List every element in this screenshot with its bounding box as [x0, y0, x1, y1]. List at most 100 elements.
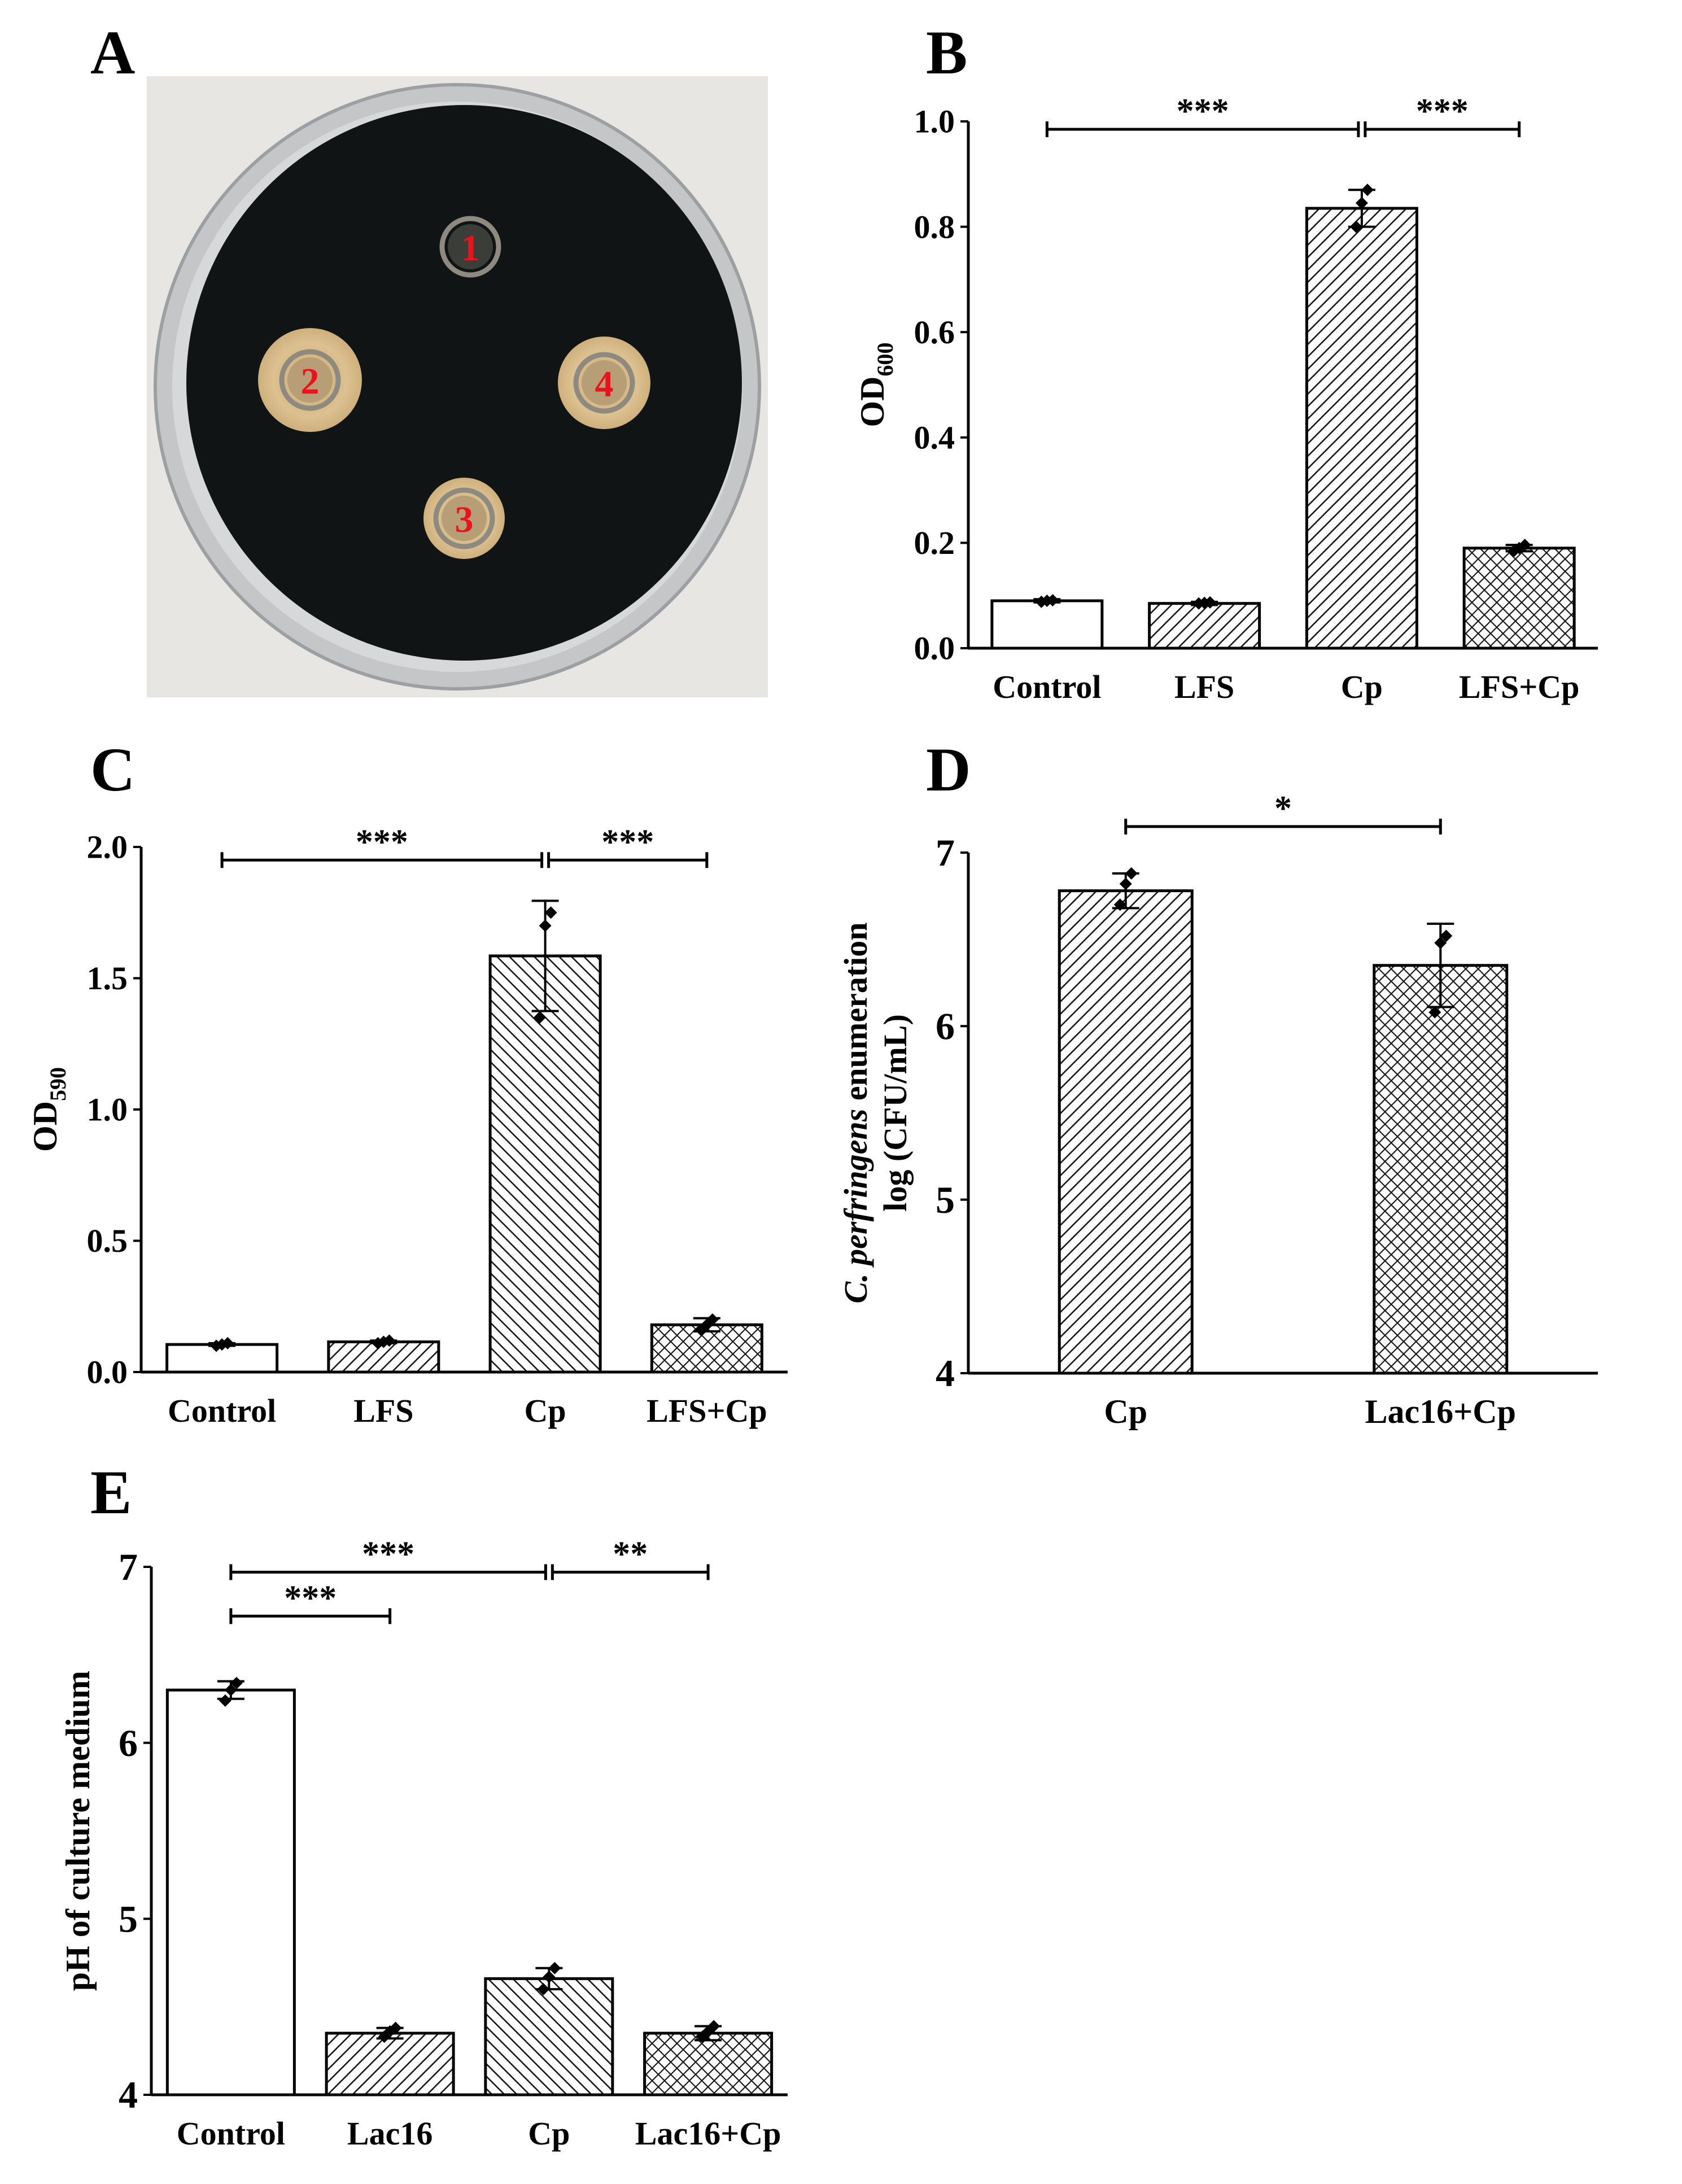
panel-letter-c: C — [90, 735, 135, 804]
y-tick-label-d-1: 5 — [936, 1178, 955, 1221]
panel-letter-d: D — [926, 735, 971, 804]
chart-d: 4 5 6 7 Cp Lac16+Cp * C. perfringens enumeratio… — [837, 789, 1598, 1430]
data-point-b-3-2 — [1518, 539, 1531, 552]
well-label-2: 2 — [301, 361, 320, 402]
data-point-c-1-2 — [383, 1334, 396, 1347]
y-axis-title-b: OD600 — [854, 343, 898, 427]
data-point-d-1-0 — [1428, 1006, 1441, 1019]
y-tick-label-c-4: 2.0 — [87, 829, 128, 866]
data-point-e-0-1 — [224, 1684, 237, 1697]
y-axis-title-main-e: pH of culture medium — [59, 1671, 97, 1991]
data-point-e-3-2 — [707, 2020, 720, 2033]
y-axis-title-sub-b: 600 — [872, 343, 898, 377]
bar-b-1 — [1148, 602, 1261, 650]
bar-e-3 — [643, 2032, 774, 2096]
petri-dish-photo: 1 2 3 4 — [147, 76, 768, 697]
y-tick-label-b-2: 0.4 — [914, 420, 955, 456]
y-tick-label-b-0: 0.0 — [914, 630, 955, 667]
well-label-1: 1 — [461, 228, 480, 269]
panel-letter-a: A — [90, 18, 135, 87]
x-tick-label-c-2: Cp — [525, 1392, 566, 1429]
sig-label-d-0: * — [1274, 789, 1292, 828]
x-tick-label-d-0: Cp — [1104, 1393, 1147, 1430]
data-point-b-2-0 — [1349, 220, 1362, 233]
y-tick-label-b-1: 0.2 — [914, 525, 955, 561]
data-point-c-0-2 — [221, 1336, 234, 1349]
panel-letter-e: E — [90, 1458, 132, 1527]
y-tick-label-c-3: 1.5 — [87, 960, 128, 997]
y-tick-label-b-5: 1.0 — [914, 103, 955, 140]
y-tick-label-e-1: 5 — [119, 1897, 138, 1940]
y-tick-label-d-2: 6 — [936, 1004, 955, 1047]
x-tick-label-e-3: Lac16+Cp — [635, 2115, 781, 2152]
y-tick-label-b-4: 0.8 — [914, 208, 955, 245]
y-tick-label-e-3: 7 — [119, 1545, 138, 1588]
data-point-e-1-2 — [389, 2021, 402, 2034]
y-tick-label-b-3: 0.6 — [914, 314, 955, 351]
data-point-b-2-1 — [1355, 196, 1368, 209]
well-label-3: 3 — [455, 499, 474, 540]
y-axis-title-italic-d: C. perfringens — [837, 1109, 874, 1304]
sig-label-e-1: ** — [613, 1535, 648, 1573]
bar-b-2 — [1305, 207, 1418, 650]
bar-e-0 — [165, 1688, 296, 2096]
data-point-e-0-2 — [230, 1676, 243, 1689]
y-tick-label-e-0: 4 — [119, 2073, 138, 2116]
data-point-c-2-0 — [533, 1011, 546, 1024]
bar-c-2 — [488, 954, 602, 1374]
data-point-e-0-0 — [219, 1694, 231, 1707]
data-point-d-0-1 — [1119, 877, 1132, 890]
x-tick-label-b-1: LFS — [1174, 669, 1234, 705]
well-3 — [442, 496, 487, 541]
well-rim-2 — [279, 349, 341, 411]
x-tick-label-e-0: Control — [177, 2115, 285, 2152]
data-point-b-2-2 — [1361, 184, 1374, 196]
y-axis-title-c: OD590 — [27, 1067, 71, 1152]
y-tick-label-c-1: 0.5 — [87, 1222, 128, 1259]
sig-label-c-0: *** — [356, 823, 408, 861]
y-axis-title-main-c: OD — [27, 1101, 64, 1152]
sig-label-e-2: *** — [284, 1579, 337, 1617]
sig-label-c-1: *** — [601, 823, 654, 861]
x-tick-label-c-3: LFS+Cp — [646, 1392, 767, 1429]
chart-b: 0.0 0.2 0.4 0.6 0.8 1.0 Control LFS Cp LFS+Cp *** *… — [854, 92, 1598, 705]
y-tick-label-c-2: 1.0 — [87, 1091, 128, 1128]
y-tick-label-c-0: 0.0 — [87, 1354, 128, 1391]
well-rim-1 — [439, 216, 501, 278]
data-point-d-1-2 — [1440, 929, 1453, 942]
data-point-e-2-0 — [537, 1983, 550, 1995]
y-tick-label-d-0: 4 — [936, 1352, 955, 1395]
bar-b-0 — [990, 599, 1104, 650]
x-tick-label-c-0: Control — [168, 1392, 276, 1429]
y-axis-title-main-b: OD — [854, 377, 891, 427]
panel-letter-b: B — [926, 18, 967, 87]
data-point-c-2-1 — [539, 919, 552, 932]
bar-d-1 — [1373, 964, 1509, 1375]
well-rim-3 — [433, 487, 495, 549]
y-tick-label-e-2: 6 — [119, 1722, 138, 1764]
data-point-c-2-2 — [544, 906, 557, 919]
bar-d-0 — [1058, 889, 1194, 1375]
well-rim-4 — [573, 352, 635, 414]
x-tick-label-e-2: Cp — [528, 2115, 570, 2152]
data-point-d-0-2 — [1125, 867, 1138, 880]
well-1 — [448, 224, 493, 269]
x-tick-label-d-1: Lac16+Cp — [1365, 1393, 1516, 1430]
bar-e-1 — [325, 2032, 455, 2096]
sig-label-b-0: *** — [1177, 92, 1229, 130]
data-point-e-2-2 — [548, 1962, 561, 1975]
y-axis-title-sub-c: 590 — [45, 1067, 71, 1101]
bar-b-3 — [1462, 547, 1576, 650]
x-tick-label-b-0: Control — [993, 669, 1101, 705]
bar-e-2 — [484, 1977, 614, 2096]
data-point-d-0-0 — [1113, 898, 1126, 911]
agar-surface — [186, 105, 742, 661]
well-2 — [287, 357, 333, 403]
well-4 — [582, 360, 627, 405]
x-tick-label-b-2: Cp — [1341, 669, 1383, 705]
y-axis-title-d: C. perfringens enumeration — [837, 922, 874, 1303]
chart-c: 0.0 0.5 1.0 1.5 2.0 Control LFS Cp LFS+Cp *** *** O… — [27, 823, 788, 1429]
